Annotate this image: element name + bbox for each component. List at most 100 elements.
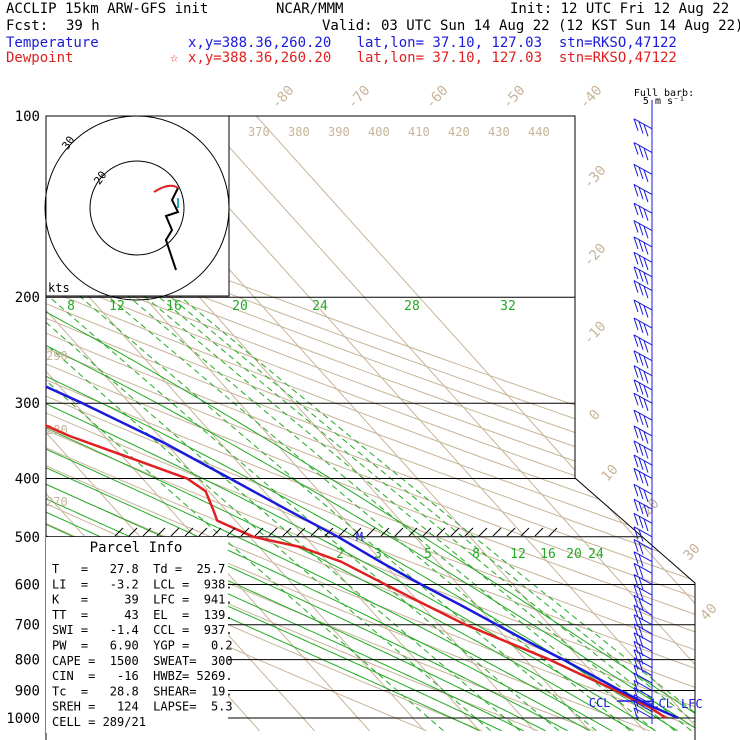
level-hatch	[464, 527, 474, 537]
wind-barb	[633, 280, 653, 299]
wind-barb-flag	[638, 239, 644, 252]
hodograph-ring-outer	[44, 115, 230, 301]
dry-adiabat-line	[46, 116, 695, 732]
wind-barb	[633, 163, 653, 183]
parcel-info-row: K = 39 LFC = 941.	[52, 593, 233, 607]
wind-barb-flag	[633, 468, 639, 481]
wind-barb-shaft	[633, 350, 653, 362]
wind-barb	[633, 551, 653, 567]
wind-barb-flag	[643, 147, 649, 161]
level-hatch	[478, 527, 488, 537]
wind-barb-flag	[638, 320, 644, 333]
wind-barb-flag	[638, 542, 644, 555]
wind-barb-shaft	[633, 299, 653, 311]
wind-barb-shaft	[633, 700, 653, 712]
hodograph-box	[45, 115, 230, 297]
dry-adiabat-line	[46, 116, 695, 732]
mixing-ratio-line	[46, 290, 521, 732]
wind-barb	[633, 202, 653, 221]
hodograph-trace-upper	[153, 184, 179, 193]
wind-barb-flag	[633, 334, 639, 348]
moist-adiabat-line	[46, 303, 634, 732]
wind-barb-flag	[638, 529, 644, 542]
isotherm-line	[0, 103, 39, 731]
wind-barb-flag	[638, 283, 644, 296]
wind-barb-flag	[643, 518, 649, 532]
wind-barb	[633, 483, 653, 503]
level-hatch	[296, 527, 306, 537]
wind-barb-flag	[638, 187, 644, 200]
wind-barb-shaft	[633, 526, 653, 538]
wind-barb-shaft	[633, 317, 653, 329]
wind-barb-flag	[633, 539, 639, 552]
wind-barb-flag	[633, 299, 639, 313]
hodograph-ring-label: 20	[91, 169, 109, 187]
wind-barb-flag	[633, 280, 639, 293]
wind-barb-flag	[633, 584, 639, 598]
wind-barb-flag	[633, 687, 639, 700]
dry-adiabat-line	[46, 116, 695, 732]
wind-barb	[633, 379, 653, 398]
dry-adiabat-line	[46, 116, 695, 732]
wind-barb-shaft	[633, 392, 653, 404]
pressure-tick-label: 500	[15, 530, 40, 546]
wind-barb-shaft	[633, 220, 653, 232]
moist-adiabat-line	[46, 303, 695, 732]
wind-barb-flag	[633, 605, 639, 618]
wind-barb-shaft	[633, 483, 653, 495]
isotherm-label: -80	[269, 83, 298, 112]
level-hatch	[422, 527, 432, 537]
level-hatch	[394, 527, 404, 537]
plot-frame	[46, 115, 696, 740]
level-hatch	[548, 527, 558, 537]
wind-barb-shaft	[633, 512, 653, 524]
dry-adiabat-line	[46, 116, 695, 732]
wind-barb-flag	[643, 398, 649, 411]
level-label-ccl: CCL	[589, 696, 611, 710]
dry-adiabat-line	[46, 116, 695, 732]
level-hatch	[352, 527, 362, 537]
wind-barb-shaft	[633, 379, 653, 391]
wind-barb-flag	[638, 412, 644, 426]
wind-barb	[633, 392, 653, 411]
level-hatch	[184, 527, 194, 537]
pressure-tick-label: 100	[15, 109, 40, 125]
isotherm-label: 10	[598, 462, 621, 485]
level-hatch	[324, 527, 334, 537]
level-hatch	[408, 527, 418, 537]
parcel-info-row: T = 27.8 Td = 25.7	[52, 562, 225, 576]
wind-barb-flag	[638, 587, 644, 601]
wind-barb	[633, 118, 653, 137]
wind-barb-flag	[633, 118, 639, 131]
wind-barb-flag	[638, 254, 644, 268]
wind-barb-shaft	[633, 409, 653, 421]
moist-adiabat-line	[46, 303, 656, 732]
wind-barb-flag	[638, 565, 644, 579]
parcel-info-row: CELL = 289/21	[52, 715, 146, 729]
wind-barb-flag	[633, 563, 639, 576]
level-hatch	[268, 527, 278, 537]
temperature-profile-line	[46, 116, 679, 720]
wind-barb	[633, 562, 653, 579]
pressure-tick-label: 800	[15, 653, 40, 669]
isotherm-label: -50	[500, 83, 529, 112]
wind-barb-flag	[643, 446, 649, 459]
wind-barb	[633, 317, 653, 336]
wind-barb	[633, 184, 653, 203]
parcel-info-row: SREH = 124 LAPSE= 5.3	[52, 700, 233, 714]
dewpoint-legend-label: Dewpoint	[6, 50, 74, 66]
pressure-tick-label: 400	[15, 471, 40, 487]
dry-adiabat-line	[46, 116, 695, 732]
mixing-ratio-label: 20	[232, 299, 248, 314]
theta-label: 290	[46, 349, 68, 363]
isotherm-line	[46, 116, 480, 732]
wind-barb	[633, 707, 653, 721]
model-title: ACCLIP 15km ARW-GFS init	[6, 1, 209, 17]
mixing-ratio-label: 16	[540, 547, 556, 562]
wind-barb-shaft	[633, 649, 653, 661]
mixing-ratio-label: 24	[588, 547, 604, 562]
wind-barb-shaft	[633, 280, 653, 292]
wind-barb-flag	[643, 489, 649, 503]
init-time: Init: 12 UTC Fri 12 Aug 22	[510, 1, 730, 17]
wind-barb-flag	[633, 707, 639, 721]
